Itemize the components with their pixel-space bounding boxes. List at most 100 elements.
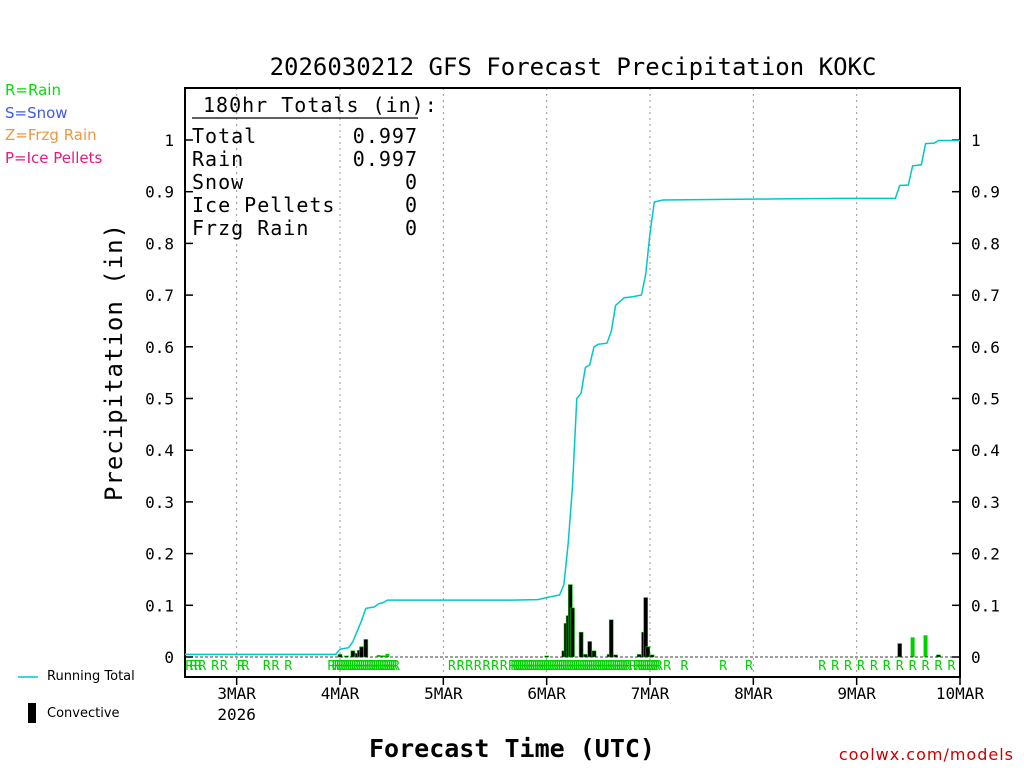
ptype-marker-98: R: [616, 659, 624, 674]
ptype-marker-47: R: [500, 659, 508, 674]
ptype-marker-46: R: [491, 659, 499, 674]
ptype-marker-93: R: [605, 659, 613, 674]
ptype-marker-17: R: [343, 659, 351, 674]
convective-legend-swatch: [28, 703, 36, 723]
totals-row-label: Snow: [192, 170, 244, 194]
totals-row-value: 0: [405, 170, 418, 194]
running-total-legend-label: Running Total: [47, 669, 135, 684]
ptype-marker-34: R: [379, 659, 387, 674]
x-axis-ticks: 3MAR 2026 4MAR 5MAR 6MAR 7MAR 8MAR 9MAR 10MAR: [217, 677, 984, 724]
ptype-marker-77: R: [571, 659, 579, 674]
ptype-marker-38: R: [388, 659, 396, 674]
ptype-marker-39: R: [390, 659, 398, 674]
ptype-marker-129: R: [947, 659, 955, 674]
y-tick-label-left: 0.3: [145, 493, 174, 512]
ptype-marker-7: R: [241, 659, 249, 674]
y-tick-label-left: 0.2: [145, 545, 174, 564]
ptype-marker-37: R: [386, 659, 394, 674]
ptype-marker-32: R: [375, 659, 383, 674]
ptype-marker-70: R: [556, 659, 564, 674]
ptype-marker-123: R: [870, 659, 878, 674]
precip-bar-26: [645, 646, 651, 658]
precip-bar-7: [376, 654, 381, 657]
ptype-marker-78: R: [573, 659, 581, 674]
ptype-marker-126: R: [909, 659, 917, 674]
plot-frame: [184, 87, 961, 678]
y-tick-label-right: 0.9: [971, 183, 1000, 202]
ptype-marker-71: R: [558, 659, 566, 674]
x-tick-label: 6MAR: [527, 684, 566, 703]
ptype-marker-5: R: [220, 659, 228, 674]
ptype-marker-101: R: [622, 659, 630, 674]
ptype-marker-120: R: [831, 659, 839, 674]
chart-title: 2026030212 GFS Forecast Precipitation KO…: [270, 53, 877, 81]
ptype-marker-79: R: [575, 659, 583, 674]
ptype-marker-67: R: [549, 659, 557, 674]
precip-bar-30: [923, 635, 928, 657]
ptype-marker-108: R: [642, 659, 650, 674]
ptype-marker-81: R: [579, 659, 587, 674]
legend-frzg-rain-key: Z=Frzg Rain: [5, 126, 97, 144]
legend-rain-key: R=Rain: [5, 81, 61, 99]
ptype-marker-43: R: [465, 659, 473, 674]
totals-row-value: 0: [405, 193, 418, 217]
ptype-marker-74: R: [564, 659, 572, 674]
y-tick-label-right: 1: [971, 131, 981, 150]
ptype-marker-68: R: [551, 659, 559, 674]
ptype-marker-30: R: [371, 659, 379, 674]
y-tick-label-right: 0.8: [971, 234, 1000, 253]
ptype-marker-41: R: [448, 659, 456, 674]
ptype-marker-124: R: [883, 659, 891, 674]
x-tick-label: 4MAR: [321, 684, 360, 703]
ptype-marker-112: R: [650, 659, 658, 674]
ptype-marker-53: R: [519, 659, 527, 674]
y-tick-label-right: 0.7: [971, 286, 1000, 305]
ptype-marker-58: R: [530, 659, 538, 674]
totals-row-label: Ice Pellets: [192, 193, 335, 217]
ptype-marker-100: R: [620, 659, 628, 674]
ptype-marker-9: R: [272, 659, 280, 674]
ptype-marker-73: R: [562, 659, 570, 674]
totals-row-label: Total: [192, 124, 257, 148]
precip-bar-15: [570, 607, 575, 658]
ptype-marker-61: R: [536, 659, 544, 674]
convective-legend-label: Convective: [47, 706, 120, 721]
y-tick-label-left: 0: [164, 648, 174, 667]
y-tick-label-left: 0.9: [145, 183, 174, 202]
y-tick-label-left: 0.4: [145, 441, 174, 460]
precip-bar-5: [359, 646, 364, 658]
ptype-marker-69: R: [554, 659, 562, 674]
ptype-marker-72: R: [560, 659, 568, 674]
ptype-marker-40: R: [392, 659, 400, 674]
ptype-marker-85: R: [588, 659, 596, 674]
ptype-marker-48: R: [508, 659, 516, 674]
ptype-marker-24: R: [358, 659, 366, 674]
y-tick-label-left: 0.8: [145, 234, 174, 253]
ptype-marker-95: R: [609, 659, 617, 674]
ptype-marker-121: R: [844, 659, 852, 674]
totals-row-value: 0: [405, 216, 418, 240]
ptype-marker-16: R: [340, 659, 348, 674]
ptype-marker-92: R: [603, 659, 611, 674]
ptype-marker-55: R: [523, 659, 531, 674]
ptype-marker-4: R: [211, 659, 219, 674]
ptype-marker-18: R: [345, 659, 353, 674]
ptype-marker-117: R: [719, 659, 727, 674]
ptype-marker-106: R: [637, 659, 645, 674]
ptype-marker-13: R: [334, 659, 342, 674]
ptype-marker-118: R: [745, 659, 753, 674]
ptype-marker-107: R: [640, 659, 648, 674]
ptype-marker-86: R: [590, 659, 598, 674]
vertical-gridlines: [236, 88, 858, 677]
ptype-marker-113: R: [653, 659, 661, 674]
ptype-marker-111: R: [648, 659, 656, 674]
totals-box: 180hr Totals (in): Total 0.997 Rain 0.997 Sno…: [192, 93, 437, 240]
ptype-marker-60: R: [534, 659, 542, 674]
precip-bar-16: [578, 631, 584, 658]
x-tick-label: 7MAR: [631, 684, 670, 703]
ptype-marker-0: R: [185, 659, 193, 674]
ptype-marker-105: R: [635, 659, 643, 674]
y-tick-label-left: 0.5: [145, 390, 174, 409]
ptype-marker-115: R: [663, 659, 671, 674]
